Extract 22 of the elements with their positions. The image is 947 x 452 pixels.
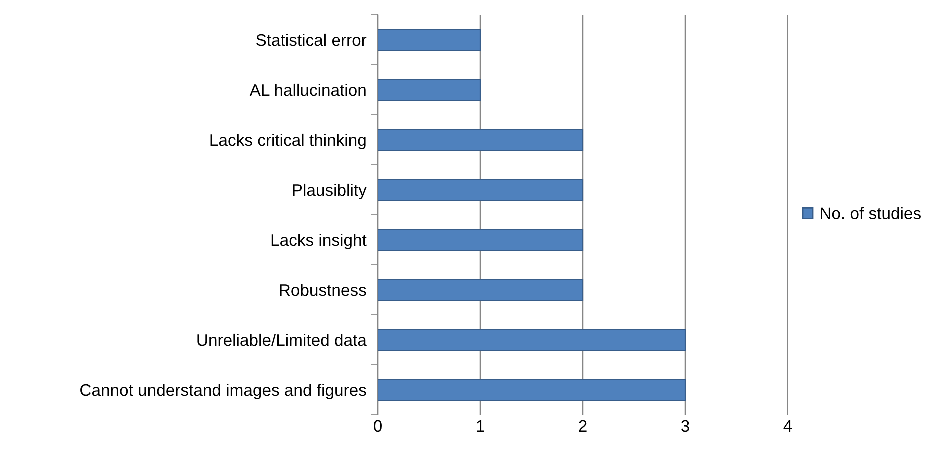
- y-tick-label: AL hallucination: [250, 84, 366, 96]
- bar: [378, 278, 584, 302]
- legend-label: No. of studies: [821, 207, 921, 220]
- y-tick-label: Plausiblity: [293, 184, 367, 200]
- y-tick-label: Lacks critical thinking: [210, 134, 366, 150]
- bar: [378, 128, 584, 152]
- bar: [378, 78, 482, 102]
- bar: [378, 178, 584, 202]
- y-tick-label: Robustness: [280, 284, 366, 296]
- x-tick-label: 1: [477, 420, 484, 432]
- x-tick-label: 2: [579, 420, 587, 432]
- bar: [378, 378, 686, 402]
- x-tick-label: 0: [374, 420, 382, 432]
- y-tick-label: Statistical error: [256, 34, 367, 46]
- bar: [378, 28, 482, 52]
- x-tick-label: 4: [784, 420, 792, 432]
- bar: [378, 228, 584, 252]
- y-tick-label: Cannot understand images and figures: [80, 384, 366, 400]
- x-tick-label: 3: [682, 420, 690, 432]
- y-tick-label: Unreliable/Limited data: [198, 334, 367, 346]
- bar: [378, 328, 686, 352]
- y-tick-label: Lacks insight: [272, 234, 367, 250]
